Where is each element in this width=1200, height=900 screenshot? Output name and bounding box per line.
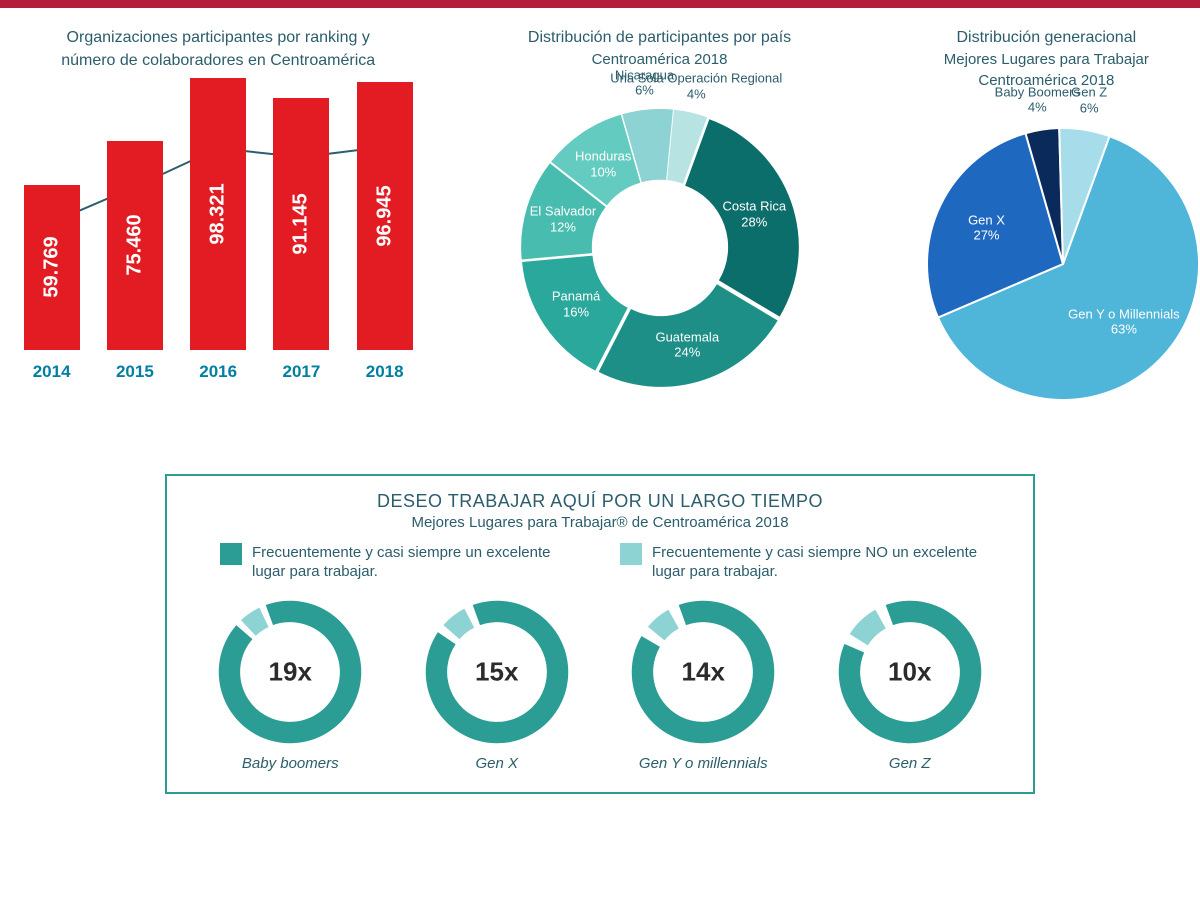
bar-rect: 75.460 bbox=[107, 141, 163, 349]
legend-item: Frecuentemente y casi siempre un excelen… bbox=[220, 543, 580, 582]
top-charts-row: Organizaciones participantes por ranking… bbox=[0, 8, 1200, 444]
bar-rect: 59.769 bbox=[24, 185, 80, 350]
bar-value-label: 98.321 bbox=[207, 183, 230, 244]
gauge-ring: 14x bbox=[628, 597, 778, 747]
gauge-value: 19x bbox=[269, 656, 312, 687]
pie-svg bbox=[490, 78, 830, 418]
bottom-title: DESEO TRABAJAR AQUÍ POR UN LARGO TIEMPO bbox=[192, 491, 1008, 512]
legend-item: Frecuentemente y casi siempre NO un exce… bbox=[620, 543, 980, 582]
bottom-panel: DESEO TRABAJAR AQUÍ POR UN LARGO TIEMPO … bbox=[165, 474, 1035, 794]
pie-svg bbox=[893, 94, 1200, 434]
gauge-label: Gen Z bbox=[889, 755, 931, 772]
segment-label: El Salvador12% bbox=[530, 204, 596, 235]
bar-category-label: 2017 bbox=[283, 362, 321, 382]
bar-2015: 75.460 2015 bbox=[98, 141, 172, 381]
gauge-value: 14x bbox=[682, 656, 725, 687]
bar-chart-title-line2: número de colaboradores en Centroamérica bbox=[10, 51, 426, 72]
bar-category-label: 2018 bbox=[366, 362, 404, 382]
pie-title-line1: Distribución generacional bbox=[893, 28, 1200, 49]
bar-chart-title-line1: Organizaciones participantes por ranking… bbox=[10, 28, 426, 49]
segment-label: Honduras10% bbox=[575, 149, 631, 180]
bar-chart-panel: Organizaciones participantes por ranking… bbox=[0, 28, 426, 434]
gauge-baby-boomers: 19x Baby boomers bbox=[215, 597, 365, 772]
gauge-gen-y-o-millennials: 14x Gen Y o millennials bbox=[628, 597, 778, 772]
segment-label: Costa Rica28% bbox=[723, 198, 787, 229]
bottom-subtitle: Mejores Lugares para Trabajar® de Centro… bbox=[192, 514, 1008, 531]
legend-swatch bbox=[620, 543, 642, 565]
bar-category-label: 2015 bbox=[116, 362, 154, 382]
gauge-ring: 10x bbox=[835, 597, 985, 747]
pie-title-line2: Mejores Lugares para Trabajar bbox=[893, 51, 1200, 68]
donut-title-line2: Centroamérica 2018 bbox=[446, 51, 872, 68]
donut-title-line1: Distribución de participantes por país bbox=[446, 28, 872, 49]
bar-2016: 98.321 2016 bbox=[181, 78, 255, 381]
bar-value-label: 91.145 bbox=[290, 193, 313, 254]
segment-label: Baby Boomers4% bbox=[995, 84, 1080, 115]
segment-label: Guatemala24% bbox=[655, 329, 719, 360]
bar-2018: 96.945 2018 bbox=[348, 82, 422, 382]
gauge-label: Gen X bbox=[475, 755, 518, 772]
gauge-label: Baby boomers bbox=[242, 755, 339, 772]
gauge-ring: 15x bbox=[422, 597, 572, 747]
pie-chart: Gen Y o Millennials63%Gen X27%Baby Boome… bbox=[893, 94, 1200, 434]
legend-text: Frecuentemente y casi siempre un excelen… bbox=[252, 543, 580, 582]
bar-2014: 59.769 2014 bbox=[15, 185, 89, 382]
donut-panel: Distribución de participantes por país C… bbox=[446, 28, 872, 434]
legend-row: Frecuentemente y casi siempre un excelen… bbox=[192, 543, 1008, 582]
legend-swatch bbox=[220, 543, 242, 565]
gauge-value: 15x bbox=[475, 656, 518, 687]
bar-2017: 91.145 2017 bbox=[264, 98, 338, 382]
segment-label: Gen X27% bbox=[968, 212, 1005, 243]
bar-value-label: 75.460 bbox=[123, 215, 146, 276]
pie-panel: Distribución generacional Mejores Lugare… bbox=[893, 28, 1200, 434]
gauge-label: Gen Y o millennials bbox=[639, 755, 768, 772]
bar-category-label: 2016 bbox=[199, 362, 237, 382]
segment-label: Una Sola Operación Regional4% bbox=[610, 70, 782, 101]
gauge-gen-z: 10x Gen Z bbox=[835, 597, 985, 772]
gauge-ring: 19x bbox=[215, 597, 365, 747]
bar-rect: 91.145 bbox=[273, 98, 329, 350]
segment-label: Gen Z6% bbox=[1071, 84, 1107, 115]
bar-category-label: 2014 bbox=[33, 362, 71, 382]
bar-value-label: 96.945 bbox=[373, 185, 396, 246]
legend-text: Frecuentemente y casi siempre NO un exce… bbox=[652, 543, 980, 582]
bar-chart-area: 103127153147154 59.769201475.460201598.3… bbox=[10, 82, 426, 422]
segment-label: Panamá16% bbox=[552, 288, 600, 319]
bar-rect: 96.945 bbox=[357, 82, 413, 350]
gauges-row: 19x Baby boomers 15x Gen X 14x Gen Y o millen… bbox=[192, 597, 1008, 772]
donut-chart: Costa Rica28% Guatemala24% Panamá16% El Sal… bbox=[490, 78, 830, 418]
bar-value-label: 59.769 bbox=[40, 237, 63, 298]
gauge-value: 10x bbox=[888, 656, 931, 687]
accent-top-bar bbox=[0, 0, 1200, 8]
bar-rect: 98.321 bbox=[190, 78, 246, 349]
gauge-gen-x: 15x Gen X bbox=[422, 597, 572, 772]
segment-label: Gen Y o Millennials63% bbox=[1068, 306, 1180, 337]
